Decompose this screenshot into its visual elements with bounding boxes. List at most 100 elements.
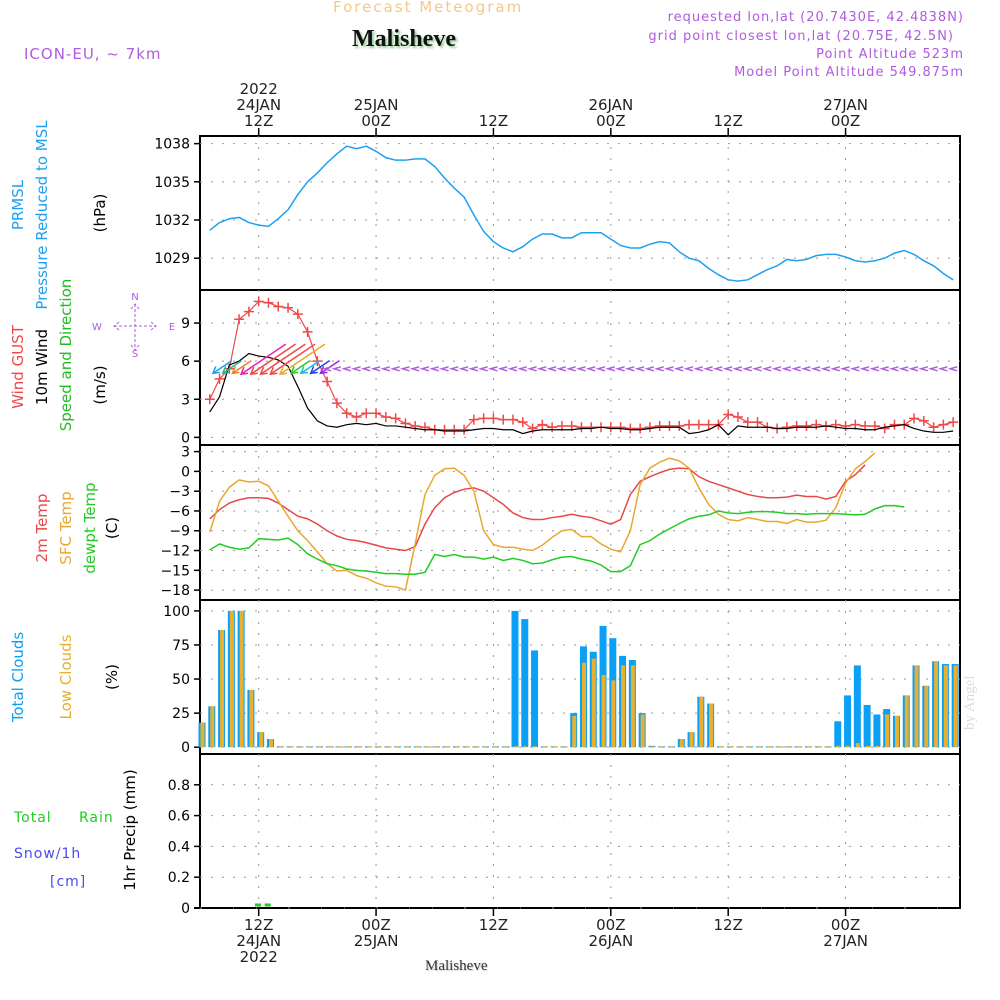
gust-marker bbox=[292, 309, 303, 320]
gust-marker bbox=[468, 414, 479, 425]
gust-marker bbox=[302, 326, 313, 337]
precip-snow-unit: [cm] bbox=[50, 874, 87, 890]
wind-direction-small-arrow bbox=[761, 366, 772, 372]
wind-direction-small-arrow bbox=[468, 366, 479, 372]
wind-direction-small-arrow bbox=[448, 366, 459, 372]
gust-marker bbox=[948, 417, 959, 428]
low-cloud-bar bbox=[533, 746, 538, 748]
gust-marker bbox=[507, 414, 518, 425]
low-cloud-bar bbox=[894, 715, 899, 748]
wind-direction-small-arrow bbox=[947, 366, 958, 372]
low-cloud-bar bbox=[699, 696, 704, 748]
wind-direction-arrowhead bbox=[259, 366, 268, 376]
low-cloud-bar bbox=[816, 746, 821, 748]
wind-direction-small-arrow bbox=[928, 366, 938, 372]
wind-direction-small-arrow bbox=[438, 366, 449, 372]
low-cloud-bar bbox=[572, 715, 577, 748]
wind-direction-arrow bbox=[240, 343, 287, 375]
wind-direction-arrowhead bbox=[231, 366, 240, 375]
wind-direction-small-arrow bbox=[517, 366, 527, 372]
gust-marker bbox=[732, 412, 743, 423]
low-cloud-bar bbox=[552, 746, 557, 748]
wind-direction-small-arrow bbox=[556, 366, 567, 372]
point-altitude: Point Altitude 523m bbox=[816, 47, 964, 62]
gust-marker bbox=[576, 422, 587, 433]
top-time-label: 26JAN bbox=[588, 96, 633, 114]
wind-direction-small-arrow bbox=[536, 366, 547, 372]
low-cloud-bar bbox=[484, 746, 489, 748]
total-clouds-label: Total Clouds bbox=[9, 631, 27, 723]
wind-direction-small-arrow bbox=[800, 366, 811, 372]
wind-direction-arrow bbox=[300, 360, 321, 374]
y-tick-label: 25 bbox=[172, 706, 190, 722]
top-time-label: 2022 bbox=[240, 80, 278, 98]
low-cloud-bar bbox=[650, 746, 655, 748]
gust-marker bbox=[341, 408, 352, 419]
wind-direction-small-arrow bbox=[527, 366, 537, 372]
wind-direction-arrowhead bbox=[309, 366, 318, 375]
top-time-label: 12Z bbox=[244, 112, 273, 130]
wind-direction-arrowhead bbox=[239, 366, 249, 376]
precip-total-label: Total bbox=[14, 810, 52, 826]
wind-direction-small-arrow bbox=[546, 366, 557, 372]
gust-marker bbox=[263, 297, 274, 308]
gust-marker bbox=[243, 306, 254, 317]
low-cloud-bar bbox=[337, 746, 342, 748]
wind-direction-small-arrow bbox=[830, 366, 840, 372]
wind-direction-small-arrow bbox=[595, 366, 606, 372]
wind-direction-small-arrow bbox=[712, 366, 723, 372]
wind-direction-small-arrow bbox=[898, 366, 909, 372]
gust-marker bbox=[615, 422, 626, 433]
top-time-label: 00Z bbox=[361, 112, 390, 130]
top-time-label: 00Z bbox=[596, 112, 625, 130]
temp-sfc-line bbox=[209, 452, 876, 592]
low-cloud-bar bbox=[317, 746, 322, 748]
wind-direction-small-arrow bbox=[849, 366, 860, 372]
wind-direction-arrowhead bbox=[249, 366, 258, 376]
y-tick-label: −12 bbox=[160, 544, 190, 560]
low-cloud-bar bbox=[934, 661, 939, 748]
top-time-label: 12Z bbox=[713, 112, 742, 130]
gust-marker bbox=[928, 422, 939, 433]
low-cloud-bar bbox=[405, 746, 410, 748]
low-cloud-bar bbox=[239, 610, 244, 748]
gust-marker bbox=[322, 376, 333, 387]
wind-direction-small-arrow bbox=[722, 366, 733, 372]
bottom-time-label: 12Z bbox=[713, 916, 742, 934]
gust-marker bbox=[498, 414, 509, 425]
wind-direction-small-arrow bbox=[869, 366, 880, 372]
gust-marker bbox=[371, 408, 382, 419]
gust-marker bbox=[527, 423, 538, 434]
compass-n: N bbox=[131, 292, 138, 303]
gust-marker bbox=[478, 413, 489, 424]
top-time-label: 00Z bbox=[831, 112, 860, 130]
gust-marker bbox=[674, 420, 685, 431]
total-cloud-bar bbox=[521, 619, 529, 748]
low-cloud-bar bbox=[709, 703, 714, 748]
gust-marker bbox=[361, 408, 372, 419]
low-cloud-bar bbox=[425, 746, 430, 748]
y-tick-label: 3 bbox=[181, 445, 190, 461]
wind-direction-arrowhead bbox=[278, 366, 288, 376]
wind-direction-small-arrow bbox=[840, 366, 850, 372]
total-cloud-bar bbox=[873, 714, 881, 748]
gust-marker bbox=[791, 420, 802, 431]
wind-direction-small-arrow bbox=[360, 366, 371, 372]
y-tick-label: 0.4 bbox=[168, 839, 190, 855]
low-cloud-bar bbox=[308, 746, 313, 748]
y-tick-label: 1029 bbox=[154, 251, 190, 267]
y-tick-label: −3 bbox=[169, 484, 190, 500]
low-cloud-bar bbox=[601, 674, 606, 748]
panel-0: 1029 1032 1035 1038 bbox=[154, 135, 961, 291]
wind-direction-arrowhead bbox=[269, 366, 278, 376]
wind-direction-arrowhead bbox=[299, 366, 309, 375]
low-cloud-bar bbox=[376, 746, 381, 748]
low-cloud-bar bbox=[924, 685, 929, 748]
y-tick-label: 1032 bbox=[154, 213, 190, 229]
low-cloud-bar bbox=[855, 743, 860, 748]
gust-marker bbox=[283, 302, 294, 313]
wind-direction-small-arrow bbox=[810, 366, 821, 372]
gust-marker bbox=[938, 419, 949, 430]
low-cloud-bar bbox=[278, 746, 283, 748]
gust-marker bbox=[390, 413, 401, 424]
